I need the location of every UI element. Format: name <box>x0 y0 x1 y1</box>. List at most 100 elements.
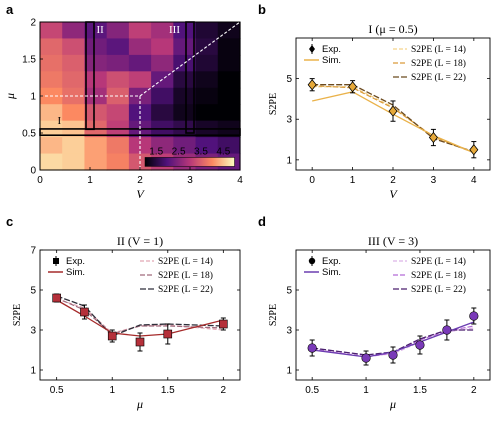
heatmap-cell <box>217 71 241 89</box>
region-label-I: I <box>58 115 62 127</box>
panel-title: II (V = 1) <box>117 234 163 248</box>
heatmap-cell <box>84 22 108 40</box>
panel-label-a: a <box>6 2 14 17</box>
heatmap-cell <box>173 87 197 105</box>
heatmap-cell <box>151 54 174 72</box>
heatmap-cell <box>106 137 130 155</box>
heatmap-cell <box>151 38 174 56</box>
heatmap-cell <box>128 22 152 40</box>
heatmap-cell <box>195 54 219 72</box>
exp-point <box>361 353 371 363</box>
x-tick-label: 0.5 <box>305 385 319 396</box>
legend-exp-marker <box>53 258 59 264</box>
legend-sim-label: Sim. <box>322 267 341 278</box>
y-tick-label: 5 <box>30 286 36 297</box>
exp-point <box>388 105 398 117</box>
heatmap-cell <box>62 137 86 155</box>
x-axis-label: V <box>389 187 398 201</box>
heatmap-y-tick-label: 0.5 <box>22 129 36 140</box>
x-tick-label: 2 <box>221 385 227 396</box>
exp-point <box>107 331 117 341</box>
heatmap-cell <box>84 153 108 171</box>
heatmap-cell <box>62 104 86 122</box>
heatmap-cell <box>195 71 219 89</box>
x-tick-label: 4 <box>471 175 477 186</box>
legend-series-label-L0: S2PE (L = 14) <box>158 256 213 267</box>
heatmap-x-axis-label: V <box>136 187 145 201</box>
heatmap-cell <box>217 38 241 56</box>
x-tick-label: 2 <box>390 175 396 186</box>
legend-series-label-L0: S2PE (L = 14) <box>411 44 466 55</box>
heatmap-cell <box>151 87 174 105</box>
legend-series-label-L2: S2PE (L = 22) <box>411 284 466 295</box>
legend-exp-marker <box>308 257 316 265</box>
heatmap-cell <box>106 87 130 105</box>
heatmap-cell <box>128 54 152 72</box>
y-tick-label: 3 <box>286 115 292 126</box>
heatmap-cell <box>106 104 130 122</box>
heatmap-cell <box>106 38 130 56</box>
legend-series-label-L2: S2PE (L = 22) <box>158 284 213 295</box>
legend-sim-label: Sim. <box>322 55 341 66</box>
x-axis-label: μ <box>136 397 143 411</box>
legend-series-label-L0: S2PE (L = 14) <box>411 256 466 267</box>
heatmap-cell <box>40 71 63 89</box>
heatmap-cell <box>62 38 86 56</box>
y-axis-label: S2PE <box>268 304 279 326</box>
heatmap-y-tick-label: 1.5 <box>22 55 36 66</box>
panel-label-d: d <box>258 214 266 229</box>
colorbar-tick-label: 4.5 <box>216 146 230 157</box>
heatmap-cell <box>151 137 174 155</box>
line-panel-c: II (V = 1) 0.5 1 1.5 2 1 3 5 7 μ S2PE Exp.Sim. S2PE … <box>12 234 241 411</box>
heatmap-cell <box>40 38 63 56</box>
heatmap-cell <box>84 104 108 122</box>
heatmap-cell <box>84 54 108 72</box>
heatmap-cell <box>173 22 197 40</box>
sim-line <box>56 299 224 337</box>
heatmap-cell <box>62 22 86 40</box>
exp-point <box>307 343 317 353</box>
y-axis-label: S2PE <box>12 304 23 326</box>
heatmap-cell <box>106 71 130 89</box>
heatmap-cell <box>173 137 197 155</box>
y-tick-label: 5 <box>286 286 292 297</box>
heatmap-cell <box>40 153 63 171</box>
heatmap-cell <box>195 87 219 105</box>
exp-point <box>80 307 89 317</box>
y-axis-label: S2PE <box>268 93 279 115</box>
colorbar: 1.5 2.5 3.5 4.5 <box>144 146 235 167</box>
legend-exp-label: Exp. <box>322 44 341 55</box>
exp-point <box>135 337 145 347</box>
legend-series-label-L1: S2PE (L = 18) <box>158 270 213 281</box>
exp-point <box>469 144 479 156</box>
colorbar-tick-label: 1.5 <box>149 146 163 157</box>
legend-series-label-L2: S2PE (L = 22) <box>411 72 466 83</box>
heatmap-cell <box>195 137 219 155</box>
exp-point <box>469 311 479 321</box>
y-tick-label: 1 <box>286 155 292 166</box>
x-tick-label: 1.5 <box>161 385 175 396</box>
heatmap-ticks: 0 1 2 3 4 0 0.5 1 1.5 2 <box>22 18 243 187</box>
exp-point <box>348 81 358 93</box>
legend-exp-label: Exp. <box>322 256 341 267</box>
heatmap-cell <box>128 38 152 56</box>
x-tick-label: 0.5 <box>50 385 64 396</box>
exp-point <box>442 325 452 335</box>
panel-title: I (μ = 0.5) <box>368 22 417 36</box>
exp-point <box>163 329 173 339</box>
heatmap-y-tick-label: 0 <box>30 166 36 177</box>
legend: Exp.Sim. S2PE (L = 14) S2PE (L = 18) S2PE (… <box>304 256 466 295</box>
heatmap-x-tick-label: 0 <box>37 175 43 186</box>
heatmap-cell <box>217 137 241 155</box>
exp-point <box>415 340 425 350</box>
region-label-III: III <box>169 24 180 36</box>
x-tick-label: 3 <box>431 175 437 186</box>
line-panel-b: I (μ = 0.5) 0 1 2 3 4 1 3 5 V S2PE Exp.Sim. S2PE (L … <box>268 22 491 201</box>
x-tick-label: 1.5 <box>413 385 427 396</box>
line-panel-d: III (V = 3) 0.5 1 1.5 2 1 3 5 μ S2PE Exp.Sim. S2PE … <box>268 234 491 411</box>
exp-point <box>307 79 317 91</box>
panel-title: III (V = 3) <box>368 234 418 248</box>
heatmap-cell <box>151 22 174 40</box>
heatmap-x-tick-label: 3 <box>187 175 193 186</box>
